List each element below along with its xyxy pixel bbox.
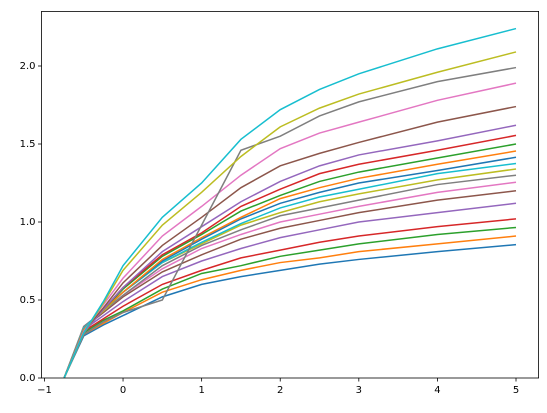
x-tick-label: 1 xyxy=(198,385,204,396)
axes-frame xyxy=(41,10,540,379)
line xyxy=(63,226,517,379)
x-tick-label: 2 xyxy=(277,385,283,396)
x-tick-label: 0 xyxy=(120,385,126,396)
y-tick-label: 0.5 xyxy=(20,295,36,306)
x-tick-label: 5 xyxy=(513,385,519,396)
y-tick-label: 0.0 xyxy=(20,373,36,384)
line xyxy=(63,66,517,379)
line xyxy=(63,105,517,379)
line xyxy=(63,218,517,379)
line xyxy=(63,235,517,379)
line xyxy=(63,124,517,379)
line xyxy=(63,27,517,379)
x-tick-label: −1 xyxy=(37,385,52,396)
x-tick-label: 3 xyxy=(356,385,362,396)
line xyxy=(63,243,517,379)
x-tick-label: 4 xyxy=(434,385,440,396)
line xyxy=(63,51,517,379)
y-tick-label: 1.0 xyxy=(20,217,36,228)
line xyxy=(63,190,517,379)
y-tick-label: 2.0 xyxy=(20,61,36,72)
line xyxy=(63,82,517,379)
line xyxy=(63,202,517,379)
y-tick-label: 1.5 xyxy=(20,139,36,150)
